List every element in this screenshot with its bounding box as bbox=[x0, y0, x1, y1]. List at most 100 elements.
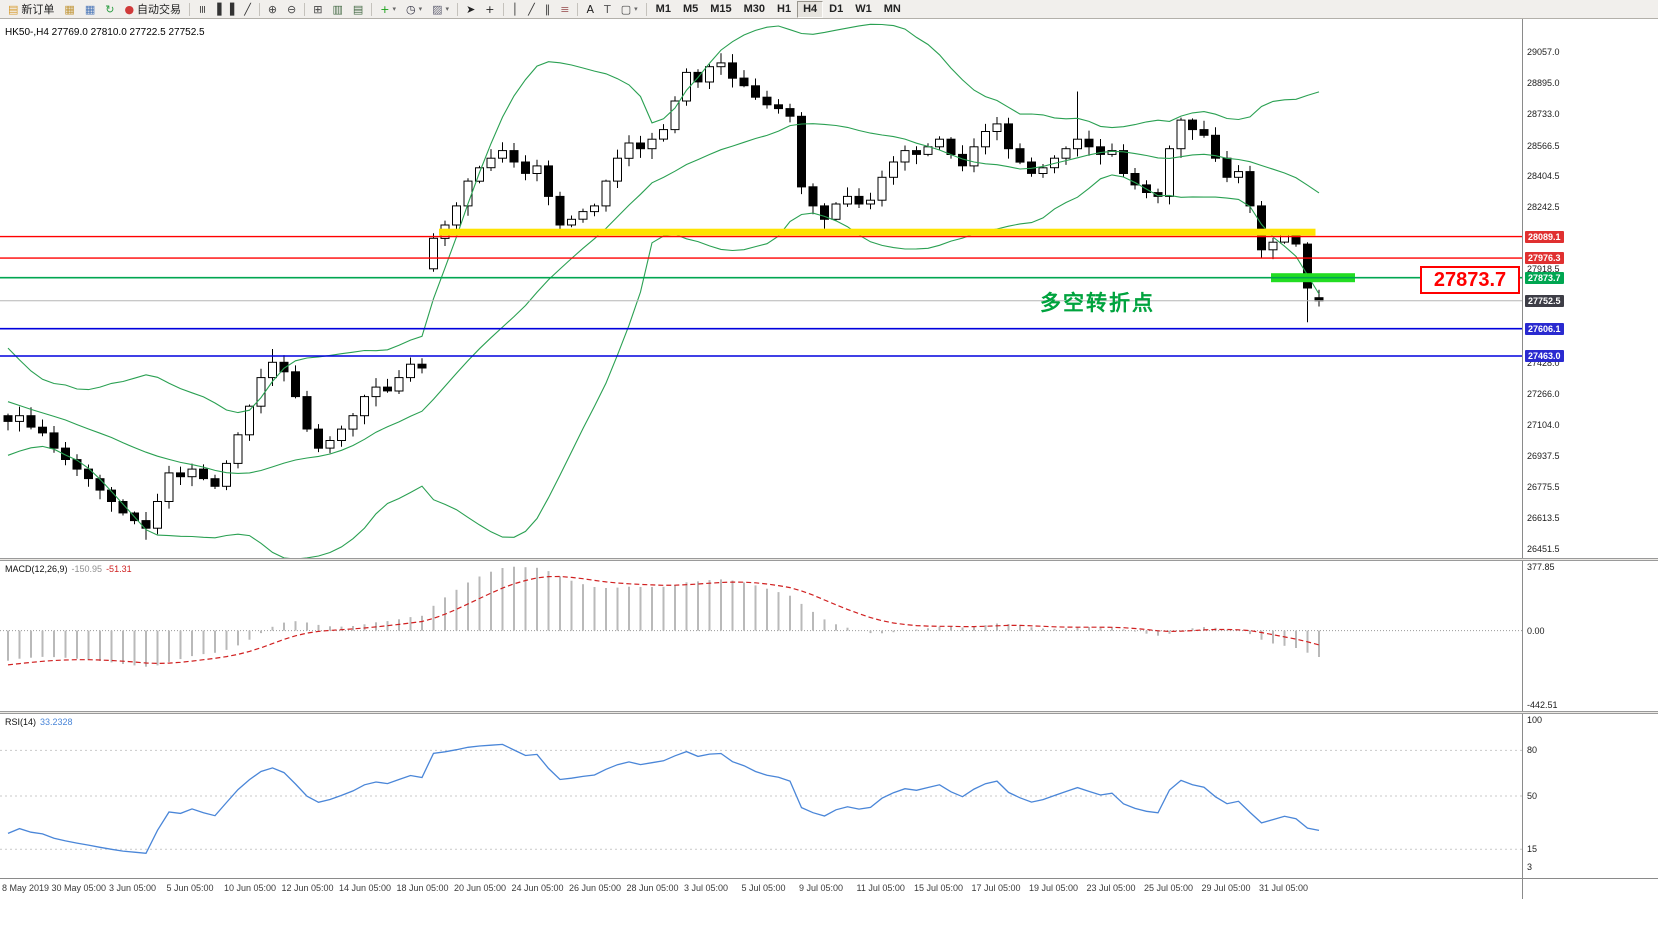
annotation-text[interactable]: 多空转折点 bbox=[1040, 292, 1155, 315]
zoom-out-icon: ⊖ bbox=[287, 2, 297, 16]
time-label: 17 Jul 05:00 bbox=[971, 883, 1021, 893]
macd-histogram bbox=[7, 566, 1320, 667]
text-button[interactable]: A bbox=[581, 1, 599, 18]
channel-button[interactable]: ∥ bbox=[540, 1, 556, 18]
line-chart-button[interactable]: ╱ bbox=[239, 1, 256, 18]
time-axis[interactable]: 8 May 2019 30 May 05:00 3 Jun 05:00 5 Jun 0… bbox=[0, 879, 1522, 898]
timeframe-h4-button[interactable]: H4 bbox=[797, 0, 824, 18]
rsi-panel[interactable]: RSI(14) 33.2328 bbox=[0, 714, 1522, 878]
rsi-tick: 3 bbox=[1527, 862, 1533, 873]
price-tick: 28404.5 bbox=[1527, 171, 1560, 182]
macd-signal-value: -51.31 bbox=[106, 564, 132, 574]
macd-value: -150.95 bbox=[71, 564, 103, 574]
trendline-button[interactable]: ╱ bbox=[523, 1, 540, 18]
price-badge: 27976.3 bbox=[1525, 252, 1564, 265]
text-label-icon: T bbox=[604, 2, 611, 16]
timeframe-m5-button-label: M5 bbox=[682, 3, 699, 15]
cursor-button[interactable]: ➤ bbox=[461, 1, 480, 18]
macd-panel[interactable]: MACD(12,26,9) -150.95 -51.31 bbox=[0, 561, 1522, 711]
timeframe-m1-button[interactable]: M1 bbox=[650, 1, 677, 18]
symbol-info: HK50-,H4 27769.0 27810.0 27722.5 27752.5 bbox=[5, 27, 205, 38]
candlestick-chart-button[interactable]: ▌▐ bbox=[212, 1, 239, 18]
yellow-zone[interactable] bbox=[439, 228, 1316, 236]
macd-canvas bbox=[0, 566, 1522, 667]
time-label: 11 Jul 05:00 bbox=[856, 883, 905, 893]
zoom-out-button[interactable]: ⊖ bbox=[282, 1, 301, 18]
new-order-icon: ▤ bbox=[8, 2, 19, 16]
vertical-line-button[interactable]: │ bbox=[507, 1, 524, 18]
toolbar: ▤ 新订单 ▦ ▦ ↻ ● 自动交易 ≡ ▌▐ ╱ ⊕ ⊖ ⊞ ▥ ▤ + ▾ ◷ ▾ ▨ ▾ ➤ + │ ╱ ∥ ≡ A T ▢ ▾ M1 M… bbox=[0, 0, 1658, 19]
timeframe-mn-button[interactable]: MN bbox=[878, 1, 907, 18]
level-lines bbox=[0, 235, 1522, 357]
time-label: 18 Jun 05:00 bbox=[396, 883, 449, 893]
time-label: 29 Jul 05:00 bbox=[1201, 883, 1251, 893]
trendline-icon: ╱ bbox=[528, 2, 535, 16]
timeframe-d1-button-label: D1 bbox=[829, 3, 844, 15]
macd-axis[interactable]: 377.85 0.00 -442.51 bbox=[1522, 561, 1657, 711]
rsi-level-lines bbox=[0, 749, 1522, 850]
rsi-axis[interactable]: 100 80 50 15 3 bbox=[1522, 714, 1657, 878]
time-label: 3 Jul 05:00 bbox=[684, 883, 729, 893]
time-label: 9 Jul 05:00 bbox=[799, 883, 844, 893]
zoom-in-button[interactable]: ⊕ bbox=[263, 1, 282, 18]
profiles-button[interactable]: ▦ bbox=[59, 1, 79, 18]
periods-button[interactable]: ◷ ▾ bbox=[401, 1, 427, 18]
price-badge: 27606.1 bbox=[1525, 322, 1564, 335]
refresh-icon: ↻ bbox=[105, 2, 115, 16]
auto-trading-button[interactable]: ● 自动交易 bbox=[119, 1, 186, 18]
panel-separator-macd[interactable] bbox=[0, 558, 1658, 561]
rsi-line bbox=[7, 743, 1320, 854]
timeframe-w1-button[interactable]: W1 bbox=[849, 1, 878, 18]
time-label: 28 Jun 05:00 bbox=[626, 883, 679, 893]
price-badge: 27463.0 bbox=[1525, 350, 1564, 362]
auto-trading-icon: ● bbox=[124, 2, 135, 16]
chart-shift-button[interactable]: ▤ bbox=[348, 1, 368, 18]
time-label: 8 May 2019 bbox=[2, 883, 50, 893]
price-axis[interactable]: 29057.0 28895.0 28733.0 28566.5 28404.5 28242… bbox=[1522, 19, 1657, 558]
timeframe-m30-button[interactable]: M30 bbox=[738, 1, 771, 18]
templates-button[interactable]: ▨ ▾ bbox=[427, 1, 454, 18]
new-order-button[interactable]: ▤ 新订单 bbox=[3, 1, 59, 18]
price-tick: 27104.0 bbox=[1527, 419, 1560, 430]
rsi-tick: 15 bbox=[1527, 844, 1538, 855]
market-watch-button[interactable]: ▦ bbox=[80, 1, 100, 18]
rsi-tick: 80 bbox=[1527, 745, 1538, 756]
timeframe-d1-button[interactable]: D1 bbox=[823, 1, 849, 18]
toolbar-separator bbox=[645, 2, 647, 16]
shapes-icon: ▢ bbox=[620, 2, 632, 16]
time-label: 26 Jun 05:00 bbox=[569, 883, 622, 893]
price-callout-box[interactable]: 27873.7 bbox=[1420, 266, 1520, 294]
chevron-down-icon: ▾ bbox=[445, 6, 450, 13]
crosshair-button[interactable]: + bbox=[480, 1, 499, 18]
timeframe-m30-button-label: M30 bbox=[743, 3, 766, 15]
macd-tick: 0.00 bbox=[1527, 625, 1545, 636]
auto-scroll-button[interactable]: ▥ bbox=[327, 1, 347, 18]
price-tick: 26775.5 bbox=[1527, 482, 1560, 493]
time-label: 23 Jul 05:00 bbox=[1086, 883, 1136, 893]
timeframe-m15-button[interactable]: M15 bbox=[704, 1, 737, 18]
price-tick: 26937.5 bbox=[1527, 451, 1560, 462]
main-chart[interactable]: HK50-,H4 27769.0 27810.0 27722.5 27752.5… bbox=[0, 19, 1522, 558]
rsi-tick: 50 bbox=[1527, 791, 1538, 801]
time-label: 20 Jun 05:00 bbox=[454, 883, 507, 893]
toolbar-separator bbox=[189, 2, 191, 16]
fibonacci-button[interactable]: ≡ bbox=[555, 1, 574, 18]
toolbar-separator bbox=[304, 2, 306, 16]
timeframe-m5-button[interactable]: M5 bbox=[677, 1, 704, 18]
panel-separator-rsi[interactable] bbox=[0, 711, 1658, 714]
refresh-button[interactable]: ↻ bbox=[100, 1, 119, 18]
zoom-in-icon: ⊕ bbox=[267, 2, 278, 16]
line-chart-icon: ╱ bbox=[244, 2, 251, 16]
chevron-down-icon: ▾ bbox=[418, 6, 423, 13]
timeframe-h1-button[interactable]: H1 bbox=[771, 1, 797, 18]
tile-windows-button[interactable]: ⊞ bbox=[308, 1, 327, 18]
time-label: 10 Jun 05:00 bbox=[224, 883, 277, 893]
text-label-button[interactable]: T bbox=[599, 1, 616, 18]
bar-chart-button[interactable]: ≡ bbox=[193, 1, 212, 18]
shapes-button[interactable]: ▢ ▾ bbox=[616, 1, 643, 18]
price-tick: 26613.5 bbox=[1527, 513, 1560, 523]
price-tick: 27266.0 bbox=[1527, 388, 1560, 399]
chart-shift-icon: ▤ bbox=[352, 2, 364, 16]
add-indicator-button[interactable]: + ▾ bbox=[375, 1, 401, 18]
time-label: 24 Jun 05:00 bbox=[511, 883, 564, 893]
